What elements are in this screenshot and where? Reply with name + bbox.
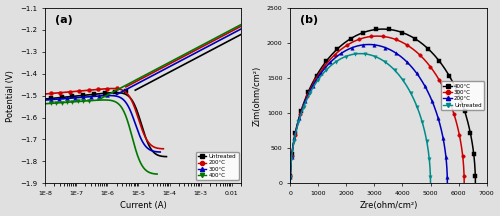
Y-axis label: Zim(ohm/cm²): Zim(ohm/cm²) xyxy=(252,65,262,126)
Text: (a): (a) xyxy=(54,15,72,25)
Legend: 400°C, 300°C, 200°C, Untreated: 400°C, 300°C, 200°C, Untreated xyxy=(441,81,484,110)
X-axis label: Zre(ohm/cm²): Zre(ohm/cm²) xyxy=(359,202,418,210)
Legend: Untreated, 200°C, 300°C, 400°C: Untreated, 200°C, 300°C, 400°C xyxy=(196,152,238,181)
X-axis label: Current (A): Current (A) xyxy=(120,202,166,210)
Text: (b): (b) xyxy=(300,15,318,25)
Y-axis label: Potential (V): Potential (V) xyxy=(6,70,15,122)
